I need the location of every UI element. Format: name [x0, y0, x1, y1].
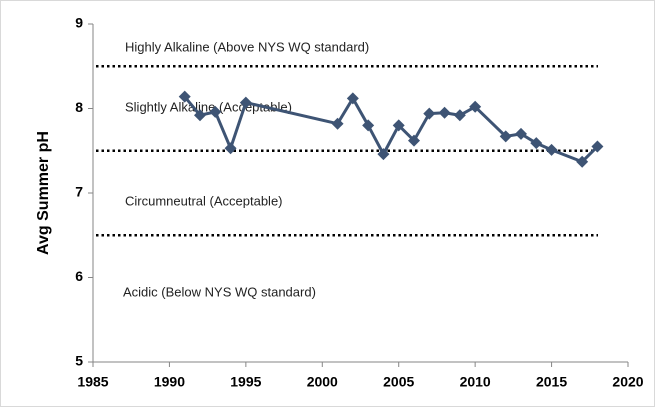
y-tick-label: 5 [75, 353, 83, 369]
data-point [239, 96, 252, 109]
data-point [530, 137, 543, 150]
data-point [331, 117, 344, 130]
data-point [591, 140, 604, 153]
x-tick-label: 1985 [77, 374, 108, 390]
data-point [194, 109, 206, 122]
x-tick-label: 1995 [230, 374, 261, 390]
data-point [408, 134, 420, 147]
annotation: Circumneutral (Acceptable) [125, 193, 283, 208]
data-point [515, 127, 527, 140]
data-point [377, 148, 390, 161]
x-tick-label: 1990 [154, 374, 185, 390]
x-tick-label: 2010 [460, 374, 491, 390]
x-tick-label: 2005 [383, 374, 414, 390]
y-axis-label: Avg Summer pH [35, 131, 52, 255]
annotation: Highly Alkaline (Above NYS WQ standard) [125, 39, 369, 54]
data-point [576, 155, 589, 168]
x-tick-label: 2015 [536, 374, 567, 390]
data-point [346, 92, 359, 105]
data-point [469, 100, 482, 113]
y-tick-label: 8 [75, 99, 83, 115]
y-tick-label: 9 [75, 15, 83, 31]
x-tick-label: 2020 [612, 374, 643, 390]
y-tick-label: 7 [75, 184, 83, 200]
data-point [438, 106, 451, 119]
x-tick-label: 2000 [307, 374, 338, 390]
data-point [499, 130, 512, 143]
data-point [209, 105, 222, 118]
annotation: Acidic (Below NYS WQ standard) [123, 284, 316, 299]
data-point [178, 90, 191, 103]
data-point [453, 109, 466, 122]
data-point [392, 119, 405, 132]
y-tick-label: 6 [75, 268, 83, 284]
data-point [362, 119, 375, 132]
data-point [545, 143, 558, 156]
data-point [423, 107, 436, 120]
data-point [224, 142, 237, 155]
